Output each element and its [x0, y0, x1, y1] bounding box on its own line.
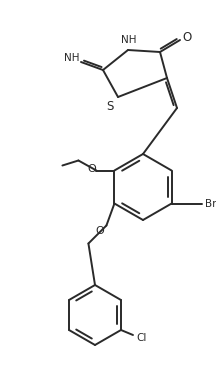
Text: Br: Br: [205, 199, 216, 208]
Text: O: O: [87, 163, 96, 174]
Text: Cl: Cl: [137, 333, 147, 343]
Text: O: O: [182, 31, 192, 43]
Text: S: S: [106, 99, 114, 113]
Text: NH: NH: [121, 35, 137, 45]
Text: NH: NH: [64, 53, 80, 63]
Text: O: O: [95, 226, 104, 236]
